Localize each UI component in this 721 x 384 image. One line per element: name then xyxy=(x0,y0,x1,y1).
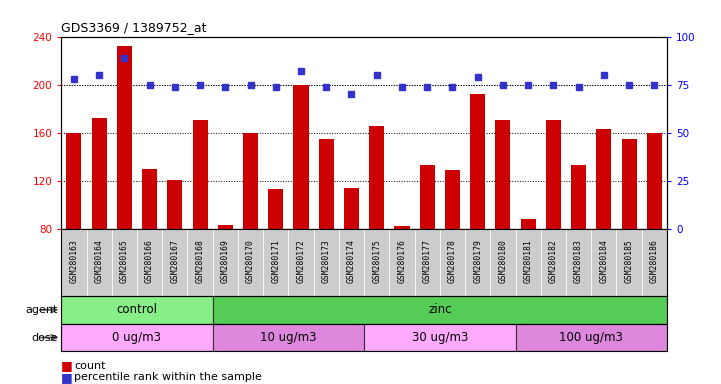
Bar xyxy=(642,229,667,296)
Text: control: control xyxy=(117,303,157,316)
Text: GSM280179: GSM280179 xyxy=(473,239,482,283)
Text: GDS3369 / 1389752_at: GDS3369 / 1389752_at xyxy=(61,21,207,34)
Text: GSM280185: GSM280185 xyxy=(624,239,634,283)
Bar xyxy=(142,169,157,229)
Bar xyxy=(162,229,187,296)
Bar xyxy=(288,229,314,296)
Bar xyxy=(112,229,137,296)
Text: 0 ug/m3: 0 ug/m3 xyxy=(112,331,162,344)
Bar xyxy=(415,229,440,296)
Bar xyxy=(445,170,460,229)
Text: GSM280180: GSM280180 xyxy=(498,239,508,283)
Bar xyxy=(571,165,586,229)
Bar xyxy=(61,229,87,296)
Bar xyxy=(218,225,233,229)
Bar xyxy=(465,229,490,296)
Bar xyxy=(117,46,132,229)
Text: GSM280171: GSM280171 xyxy=(271,239,280,283)
Bar xyxy=(238,229,263,296)
Bar xyxy=(394,227,410,229)
Text: dose: dose xyxy=(31,333,58,343)
Text: agent: agent xyxy=(25,305,58,315)
Bar xyxy=(647,133,662,229)
Text: GSM280176: GSM280176 xyxy=(397,239,407,283)
Bar xyxy=(622,139,637,229)
Bar xyxy=(470,94,485,229)
Text: GSM280174: GSM280174 xyxy=(347,239,356,283)
Bar xyxy=(187,229,213,296)
Bar xyxy=(566,229,591,296)
Text: GSM280186: GSM280186 xyxy=(650,239,659,283)
Bar xyxy=(263,229,288,296)
Bar xyxy=(61,324,213,351)
Text: GSM280164: GSM280164 xyxy=(94,239,104,283)
Bar xyxy=(516,324,667,351)
Bar xyxy=(339,229,364,296)
Bar xyxy=(268,189,283,229)
Bar xyxy=(521,219,536,229)
Bar xyxy=(440,229,465,296)
Text: 10 ug/m3: 10 ug/m3 xyxy=(260,331,317,344)
Text: GSM280169: GSM280169 xyxy=(221,239,230,283)
Bar xyxy=(293,85,309,229)
Text: GSM280163: GSM280163 xyxy=(69,239,79,283)
Bar xyxy=(369,126,384,229)
Bar xyxy=(616,229,642,296)
Text: GSM280177: GSM280177 xyxy=(423,239,432,283)
Bar xyxy=(66,133,81,229)
Bar xyxy=(389,229,415,296)
Bar xyxy=(364,324,516,351)
Text: GSM280181: GSM280181 xyxy=(523,239,533,283)
Bar xyxy=(193,120,208,229)
Text: count: count xyxy=(74,361,106,371)
Bar xyxy=(319,139,334,229)
Bar xyxy=(420,165,435,229)
Bar xyxy=(213,229,238,296)
Text: 30 ug/m3: 30 ug/m3 xyxy=(412,331,468,344)
Text: ■: ■ xyxy=(61,371,73,384)
Bar xyxy=(596,129,611,229)
Text: GSM280165: GSM280165 xyxy=(120,239,129,283)
Bar xyxy=(61,296,213,324)
Bar xyxy=(243,133,258,229)
Bar xyxy=(167,180,182,229)
Bar xyxy=(546,120,561,229)
Text: GSM280178: GSM280178 xyxy=(448,239,457,283)
Text: GSM280184: GSM280184 xyxy=(599,239,609,283)
Bar xyxy=(87,229,112,296)
Bar xyxy=(495,120,510,229)
Text: GSM280170: GSM280170 xyxy=(246,239,255,283)
Bar xyxy=(364,229,389,296)
Text: GSM280172: GSM280172 xyxy=(296,239,306,283)
Text: GSM280175: GSM280175 xyxy=(372,239,381,283)
Bar xyxy=(591,229,616,296)
Bar xyxy=(92,118,107,229)
Bar xyxy=(541,229,566,296)
Text: percentile rank within the sample: percentile rank within the sample xyxy=(74,372,262,382)
Text: GSM280167: GSM280167 xyxy=(170,239,180,283)
Text: 100 ug/m3: 100 ug/m3 xyxy=(559,331,623,344)
Bar xyxy=(213,296,667,324)
Bar xyxy=(213,324,364,351)
Bar xyxy=(344,188,359,229)
Text: GSM280173: GSM280173 xyxy=(322,239,331,283)
Text: GSM280166: GSM280166 xyxy=(145,239,154,283)
Bar xyxy=(137,229,162,296)
Text: GSM280168: GSM280168 xyxy=(195,239,205,283)
Bar xyxy=(490,229,516,296)
Text: zinc: zinc xyxy=(428,303,451,316)
Bar xyxy=(516,229,541,296)
Bar xyxy=(314,229,339,296)
Text: ■: ■ xyxy=(61,359,73,372)
Text: GSM280183: GSM280183 xyxy=(574,239,583,283)
Text: GSM280182: GSM280182 xyxy=(549,239,558,283)
